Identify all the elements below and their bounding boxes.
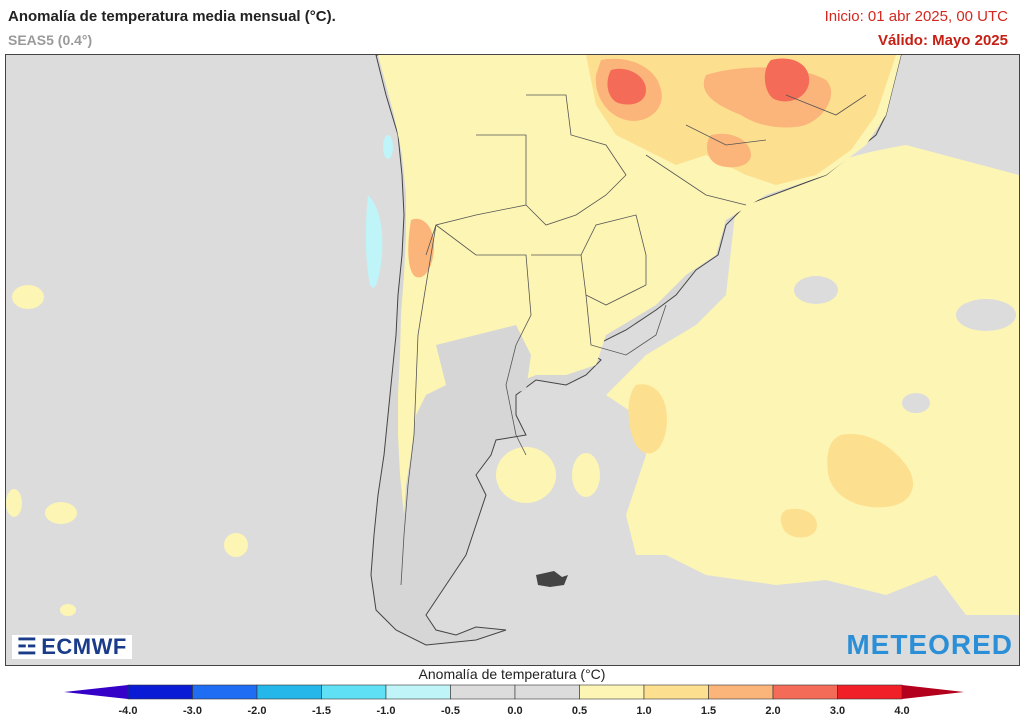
colorbar-box (256, 684, 322, 700)
ecmwf-logo-text: ECMWF (41, 634, 127, 659)
colorbar-box (643, 684, 709, 700)
colorbar-tick-label: -4.0 (118, 705, 138, 717)
colorbar (64, 684, 964, 700)
andes-orange-anomaly (408, 218, 434, 278)
pacific-warm-patch-2 (45, 502, 77, 524)
ocean-neutral-hole (794, 276, 838, 304)
colorbar-tick-label: 1.5 (700, 705, 717, 717)
south-atlantic-warm-patch (572, 453, 600, 497)
land-orange-anomaly-4 (706, 133, 751, 168)
falkland-islands (536, 571, 568, 587)
ecmwf-emblem-icon: ☲ (17, 634, 38, 659)
pacific-cool-dot (383, 135, 393, 159)
colorbar-box (385, 684, 451, 700)
anomaly-map[interactable]: ☲ ECMWF METEORED (5, 54, 1020, 666)
colorbar-box (321, 684, 387, 700)
colorbar-tick-label: 0.5 (571, 705, 588, 717)
meteored-logo: METEORED (846, 629, 1013, 660)
colorbar-box (837, 684, 903, 700)
pacific-warm-patch-3 (224, 533, 248, 557)
atlantic-orange-patch-2 (628, 384, 667, 454)
ecmwf-logo: ☲ ECMWF (12, 634, 132, 659)
patagonia-neutral (436, 325, 531, 405)
ocean-neutral-hole-3 (956, 299, 1016, 331)
init-time-label: Inicio: 01 abr 2025, 00 UTC (824, 8, 1008, 25)
colorbar-tick-label: 1.0 (636, 705, 652, 717)
model-subtitle: SEAS5 (0.4°) (8, 32, 93, 48)
pacific-warm-patch-4 (6, 489, 22, 517)
atlantic-warm-anomaly (606, 145, 1019, 615)
pacific-warm-patch (12, 285, 44, 309)
colorbar-high-extreme (902, 685, 964, 699)
colorbar-tick-label: 2.0 (765, 705, 781, 717)
ocean-neutral-hole-2 (902, 393, 930, 413)
colorbar-tick-label: -3.0 (183, 705, 202, 717)
pacific-cool-strip (365, 195, 383, 288)
land-red-anomaly-2 (764, 58, 810, 102)
colorbar-tick-label: -0.5 (441, 705, 460, 717)
colorbar-box (450, 684, 516, 700)
colorbar-boxes (127, 684, 903, 700)
atlantic-orange-patch-3 (780, 508, 817, 538)
colorbar-tick-label: 3.0 (829, 705, 846, 717)
legend-title: Anomalía de temperatura (°C) (418, 666, 606, 682)
colorbar-box (192, 684, 258, 700)
colorbar-box (579, 684, 645, 700)
colorbar-tick-label: 4.0 (894, 705, 910, 717)
colorbar-box (708, 684, 774, 700)
country-borders (400, 94, 867, 586)
colorbar-tick-label: -1.5 (312, 705, 331, 717)
south-atlantic-warm-patch-2 (496, 447, 556, 503)
colorbar-tick-label: -1.0 (376, 705, 396, 717)
map-canvas (6, 55, 1019, 665)
colorbar-low-extreme (64, 685, 128, 699)
colorbar-box (514, 684, 580, 700)
colorbar-ticks: -4.0 -3.0 -2.0 -1.5 -1.0 -0.5 0.0 0.5 1.0 1.5 2.0 3… (0, 705, 1024, 719)
colorbar-box (127, 684, 193, 700)
valid-period-label: Válido: Mayo 2025 (877, 32, 1008, 49)
colorbar-box (772, 684, 838, 700)
pacific-warm-patch-5 (60, 604, 76, 616)
colorbar-tick-label: 0.0 (507, 705, 523, 717)
land-red-anomaly (607, 68, 646, 105)
map-title: Anomalía de temperatura media mensual (°… (8, 8, 336, 25)
colorbar-tick-label: -2.0 (247, 705, 267, 717)
atlantic-orange-patch (827, 434, 914, 508)
